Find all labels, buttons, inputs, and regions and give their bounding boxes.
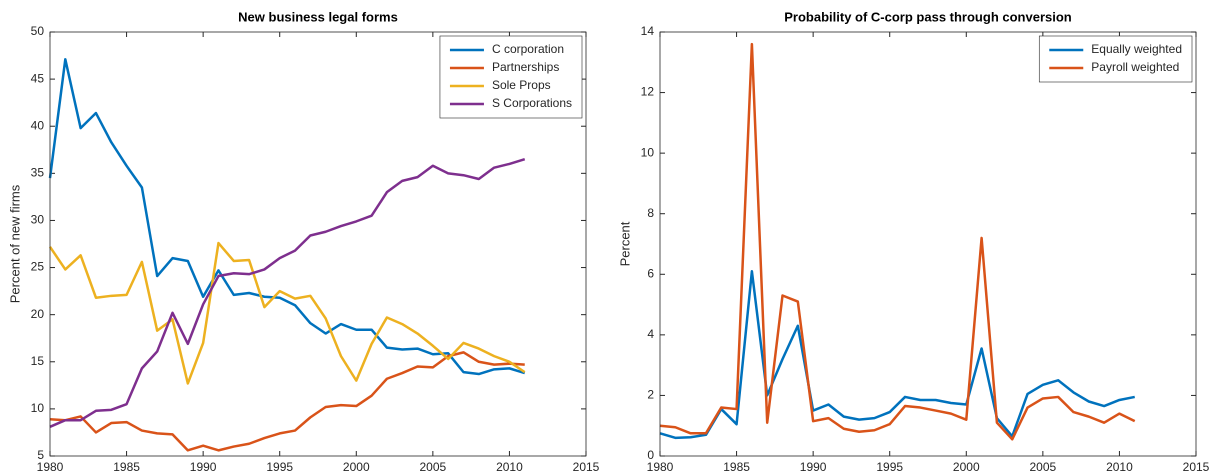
axes-box bbox=[49, 31, 587, 457]
y-tick-label: 5 bbox=[37, 448, 44, 462]
x-tick-label: 2000 bbox=[953, 460, 980, 474]
x-tick-label: 1980 bbox=[37, 460, 64, 474]
y-axis-label: Percent bbox=[617, 221, 632, 266]
legend-label: C corporation bbox=[492, 42, 564, 56]
x-tick-label: 1990 bbox=[190, 460, 217, 474]
y-tick-label: 10 bbox=[31, 401, 45, 415]
y-tick-label: 25 bbox=[31, 260, 45, 274]
y-tick-label: 15 bbox=[31, 354, 45, 368]
y-tick-label: 50 bbox=[31, 24, 45, 38]
y-tick-label: 35 bbox=[31, 166, 45, 180]
x-tick-label: 2005 bbox=[1030, 460, 1057, 474]
chart: 5 10 15 20 25 30 35 40 45 50 1980 1985 1990 1995 2000 2… bbox=[7, 9, 599, 474]
data-line bbox=[49, 158, 526, 428]
x-tick-label: 1980 bbox=[647, 460, 674, 474]
data-line bbox=[659, 270, 1135, 440]
x-tick-label: 2010 bbox=[496, 460, 523, 474]
y-tick-label: 40 bbox=[31, 118, 45, 132]
legend-label: Sole Props bbox=[492, 78, 551, 92]
x-tick-label: 1985 bbox=[113, 460, 140, 474]
x-tick-label: 2010 bbox=[1106, 460, 1133, 474]
chart: 0 2 4 6 8 10 12 14 1980 1985 1990 1995 2000 2005 2010 2… bbox=[617, 9, 1209, 474]
y-axis-label: Percent of new firms bbox=[7, 184, 22, 303]
x-tick-label: 1995 bbox=[876, 460, 903, 474]
x-tick-label: 2005 bbox=[420, 460, 447, 474]
y-tick-label: 2 bbox=[647, 388, 654, 402]
data-line bbox=[48, 241, 526, 385]
x-tick-label: 1985 bbox=[723, 460, 750, 474]
y-tick-label: 20 bbox=[31, 307, 45, 321]
y-tick-label: 4 bbox=[647, 327, 654, 341]
y-tick-label: 0 bbox=[647, 448, 654, 462]
y-tick-label: 14 bbox=[641, 24, 655, 38]
legend-label: Partnerships bbox=[492, 60, 559, 74]
legend: C corporation Partnerships Sole Props S Cor… bbox=[439, 35, 583, 119]
data-line bbox=[48, 58, 526, 376]
legend-box bbox=[1038, 35, 1193, 83]
y-tick-label: 10 bbox=[641, 145, 655, 159]
y-tick-label: 6 bbox=[647, 266, 654, 280]
legend-label: Equally weighted bbox=[1091, 42, 1182, 56]
y-tick-label: 45 bbox=[31, 71, 45, 85]
axes-box bbox=[659, 31, 1197, 457]
x-tick-label: 2015 bbox=[573, 460, 600, 474]
y-tick-label: 12 bbox=[641, 85, 655, 99]
y-tick-label: 8 bbox=[647, 206, 654, 220]
x-tick-label: 1990 bbox=[800, 460, 827, 474]
x-tick-label: 2015 bbox=[1183, 460, 1210, 474]
x-tick-label: 1995 bbox=[266, 460, 293, 474]
x-tick-label: 2000 bbox=[343, 460, 370, 474]
data-line bbox=[659, 42, 1136, 441]
y-tick-label: 30 bbox=[31, 213, 45, 227]
legend-label: Payroll weighted bbox=[1091, 60, 1179, 74]
legend: Equally weighted Payroll weighted bbox=[1038, 35, 1193, 83]
chart-title: Probability of C-corp pass through conve… bbox=[784, 9, 1072, 24]
chart-title: New business legal forms bbox=[238, 9, 398, 24]
legend-label: S Corporations bbox=[492, 96, 572, 110]
